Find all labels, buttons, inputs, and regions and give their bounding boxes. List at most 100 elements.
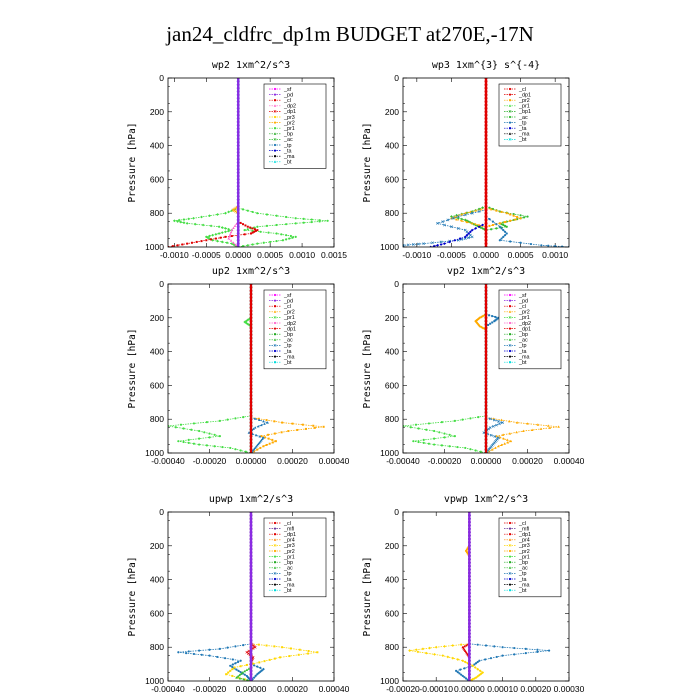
series-point-cl [244,224,247,227]
series-point-pd [249,530,253,534]
series-point-pr1 [187,217,191,221]
series-point-pd [249,649,253,652]
y-tick-label: 0 [394,73,399,83]
series-point-pd [236,137,240,141]
legend-label: _cl [518,304,526,310]
series-point-pr1 [230,209,234,213]
series-point-pd [468,544,471,548]
y-tick-label: 800 [150,642,164,652]
series-point-cl [484,100,488,104]
series-point-cl [171,245,174,247]
series-point-pr1 [443,432,446,435]
y-tick-label: 800 [385,414,399,424]
series-point-cl [484,323,488,326]
series-point-pr2 [264,436,267,439]
series-point-ta [474,227,478,230]
series-point-tp [262,419,265,423]
series-point-pr1 [226,418,229,421]
series-point-cl [484,150,488,154]
series-point-ac [498,210,501,213]
series-point-pr3 [239,665,242,668]
series-point-tp [547,649,551,652]
series-point-ac [239,672,243,675]
series-point-cl [249,296,253,299]
series-point-pd [236,174,240,178]
series-point-pd [236,225,240,229]
series-point-tp [446,218,450,222]
series-point-cl [249,387,253,391]
plot-frame [167,77,335,248]
series-point-pd [249,622,253,625]
series-point-ta [432,244,436,247]
series-point-pr2 [465,548,468,551]
y-axis-label: Pressure [hPa] [362,328,373,408]
series-point-pd [249,581,253,585]
series-point-pd [236,157,240,161]
series-point-tp [200,653,203,656]
series-point-tp [495,318,498,321]
series-point-cl [249,326,253,330]
series-point-pd [236,184,240,188]
series-point-pr2 [477,223,481,227]
series-point-ac [469,221,472,224]
legend-label: _bp [283,560,293,566]
plot-frame [402,283,570,454]
series-point-cl [484,137,488,141]
series-point-pd [249,564,253,568]
y-tick-label: 0 [394,507,399,517]
series-point-pr1 [310,218,313,221]
y-tick-label: 200 [150,313,164,323]
series-point-cl [484,400,488,404]
series-point-pr1 [221,445,224,449]
series-point-cl [249,363,253,367]
series-point-cl [484,225,488,229]
series-point-pd [236,100,240,104]
series-point-pr1 [289,234,293,238]
series-point-cl [484,441,488,445]
series-point-tp [513,653,516,656]
series-point-pr1 [310,220,313,224]
series-point-cl [249,353,253,357]
series-point-tp [247,431,251,434]
legend-marker [508,583,512,586]
legend-label: _tp [518,571,527,577]
series-point-cl [484,411,488,414]
series-point-tp [261,437,264,441]
legend-label: _pr1 [283,554,295,560]
legend-marker [509,561,511,564]
legend-marker [273,104,277,107]
series-point-tp [252,676,256,680]
series-point-pd [249,541,253,544]
series-point-cl [249,431,253,435]
series-point-tp [456,215,460,218]
series-point-pd [468,513,471,517]
series-point-pr2 [256,448,259,451]
legend-label: _dp1 [518,92,531,98]
legend-label: _ta [283,349,292,355]
series-point-cl [484,194,488,198]
y-tick-label: 400 [150,347,164,357]
series-point-pr1 [241,245,245,247]
y-tick-label: 600 [385,380,399,390]
series-point-tp [463,667,466,670]
legend-marker [273,338,277,341]
x-tick-label: 0.00020 [512,456,543,466]
series-point-cl [484,83,488,87]
x-tick-label: 0.00000 [236,684,267,694]
series-point-cl [249,319,253,323]
series-point-cl [484,191,488,195]
series-point-pd [249,534,253,538]
series-point-pd [249,527,253,531]
series-point-pr1 [422,441,425,444]
series-point-tp [474,662,478,665]
series-point-pd [468,639,471,642]
series-point-cl [484,329,488,333]
panel-title: up2 1xm^2/s^3 [212,266,290,277]
series-point-cl [484,424,488,428]
series-point-pr2 [259,446,262,449]
series-point-pd [249,645,253,649]
series-point-pr1 [433,437,436,440]
series-point-pd [236,178,240,181]
series-point-pd [468,676,471,680]
panel-title: wp2 1xm^2/s^3 [212,60,290,71]
